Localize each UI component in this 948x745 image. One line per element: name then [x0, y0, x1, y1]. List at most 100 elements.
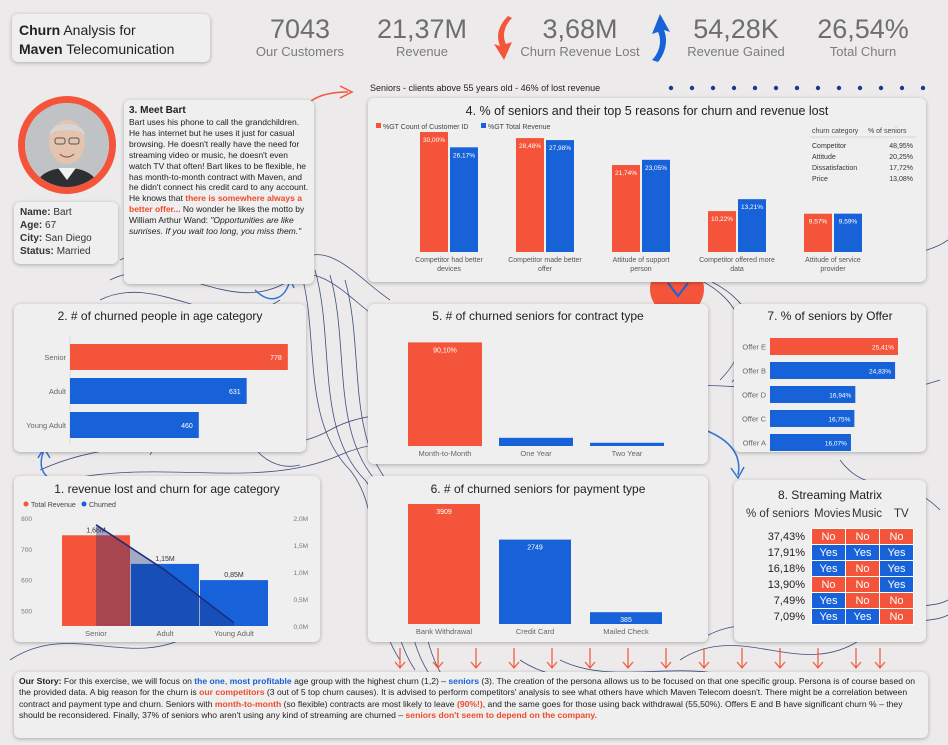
tick-label: Senior [44, 353, 66, 362]
tick-label: 600 [21, 578, 32, 585]
chart-bar [738, 199, 766, 252]
tick-label: Competitor had better [415, 257, 483, 264]
tick-label: 500 [21, 609, 32, 616]
tick-label: Adult [49, 387, 67, 396]
chart-1-svg: Total Revenue Churned 800 700 600 500 2,0M 1,5M… [21, 501, 308, 638]
legend-label: %GT Total Revenue [488, 124, 550, 131]
tick-label: Offer A [743, 439, 766, 448]
chart-bar [590, 442, 664, 446]
chart-bar [499, 539, 571, 624]
data-label: 90,10% [433, 347, 457, 354]
chart-4-svg: %GT Count of Customer ID %GT Total Revenu… [376, 123, 916, 273]
matrix-percent: 37,43% [747, 528, 812, 545]
chart-bar [70, 412, 199, 438]
story-text: For this exercise, we will focus on [61, 676, 195, 686]
kpi-label: Revenue [395, 44, 449, 59]
tick-label: person [630, 266, 652, 273]
table-cell: 13,08% [889, 176, 913, 183]
city-label: City: [20, 233, 43, 244]
tick-label: 700 [21, 547, 32, 554]
story-text: (3). The creation of the persona allows … [19, 676, 915, 698]
kpi-churn-revenue-lost: 3,68M Churn Revenue Lost [518, 14, 642, 59]
matrix-cell: Yes [845, 544, 880, 561]
matrix-row: 7,49% Yes No No [747, 592, 914, 609]
story-label: Our Story: [19, 676, 62, 686]
matrix-cell: No [879, 608, 914, 625]
legend-label: %GT Count of Customer ID [383, 124, 468, 131]
tick-label: offer [538, 266, 553, 273]
story-text: age group with the highest churn (1,2) – [291, 676, 449, 686]
matrix-header-movies: Movies [814, 508, 851, 520]
story-highlight: most profitable [229, 676, 292, 686]
data-label: 9,59% [839, 219, 858, 226]
chart-bar [770, 362, 896, 379]
tick-label: Attitude of service [805, 257, 861, 264]
chart-bar [70, 378, 247, 404]
chart-bar [612, 165, 640, 252]
title-bold-2: Maven [19, 41, 63, 57]
tick-label: One Year [520, 449, 552, 458]
chart-7-card: 7. % of seniors by Offer 25,41% Offer E 24… [734, 304, 926, 452]
matrix-cell: No [879, 528, 914, 545]
tick-label: devices [437, 266, 461, 273]
tick-label: Credit Card [516, 627, 554, 636]
legend-swatch [481, 123, 486, 128]
churned-area [96, 524, 234, 626]
chart-6-svg: 3909 Bank Withdrawal 2749 Credit Card 385 Mai… [408, 504, 662, 636]
data-label: 385 [620, 617, 632, 624]
persona-name: Bart [53, 207, 72, 218]
story-text: (3 out of 5 top churn causes). It is adv… [19, 687, 908, 709]
chart-4-card: 4. % of seniors and their top 5 reasons … [368, 98, 926, 282]
tick-label: data [730, 266, 744, 273]
matrix-header-music: Music [852, 508, 883, 520]
data-label: 28,48% [519, 143, 541, 150]
matrix-row: 37,43% No No No [747, 528, 914, 545]
chart-2-card: 2. # of churned people in age category 7… [14, 304, 306, 452]
kpi-label: Total Churn [829, 44, 897, 59]
persona-age: 67 [45, 220, 57, 231]
matrix-cell: No [879, 592, 914, 609]
matrix-row: 13,90% No No Yes [747, 576, 914, 593]
legend-swatch [376, 123, 381, 128]
matrix-percent: 16,18% [747, 560, 812, 577]
tick-label: 1,5M [294, 543, 308, 550]
tick-label: 2,0M [294, 516, 308, 523]
story-highlight: seniors [448, 676, 479, 686]
meet-bart-text-2: No wonder he likes the motto by William … [129, 204, 305, 226]
matrix-cell: Yes [879, 544, 914, 561]
story-highlight: month-to-month [214, 698, 282, 709]
story-highlight: the one [194, 676, 225, 686]
matrix-percent: 7,09% [747, 608, 812, 625]
person-portrait-icon [25, 103, 109, 187]
chart-bar [420, 132, 448, 252]
matrix-cell: Yes [811, 544, 846, 561]
table-cell: 20,25% [889, 154, 913, 161]
churned-line [95, 524, 235, 624]
persona-status: Married [56, 246, 91, 257]
matrix-cell: No [845, 592, 880, 609]
chart-bar [408, 342, 482, 446]
chart-1-title: 1. revenue lost and churn for age catego… [54, 482, 280, 496]
data-label: 9,57% [809, 219, 828, 226]
tick-label: provider [820, 266, 846, 273]
legend-label: Total Revenue [31, 502, 76, 509]
chart-bar [770, 434, 851, 451]
persona-city-row: City: San Diego [20, 232, 92, 245]
chart-5-card: 5. # of churned seniors for contract typ… [368, 304, 708, 464]
data-label: 10,22% [711, 216, 733, 223]
title-bold-1: Churn [19, 22, 61, 38]
persona-status-row: Status: Married [20, 245, 92, 258]
chart-bar [590, 612, 662, 624]
matrix-cell: Yes [879, 560, 914, 577]
tick-label: Bank Withdrawal [416, 627, 473, 636]
kpi-total-churn: 26,54% Total Churn [808, 14, 918, 59]
chart-7-title: 7. % of seniors by Offer [767, 309, 893, 323]
tick-label: Mailed Check [603, 627, 649, 636]
data-label: 0,85M [224, 572, 244, 579]
kpi-value: 21,37M [376, 14, 468, 44]
kpi-value: 54,28K [693, 14, 779, 44]
matrix-cell: No [845, 528, 880, 545]
persona-info-card: Name: Bart Age: 67 City: San Diego Statu… [14, 202, 118, 264]
matrix-cell: No [845, 576, 880, 593]
table-header: churn category [812, 128, 859, 135]
